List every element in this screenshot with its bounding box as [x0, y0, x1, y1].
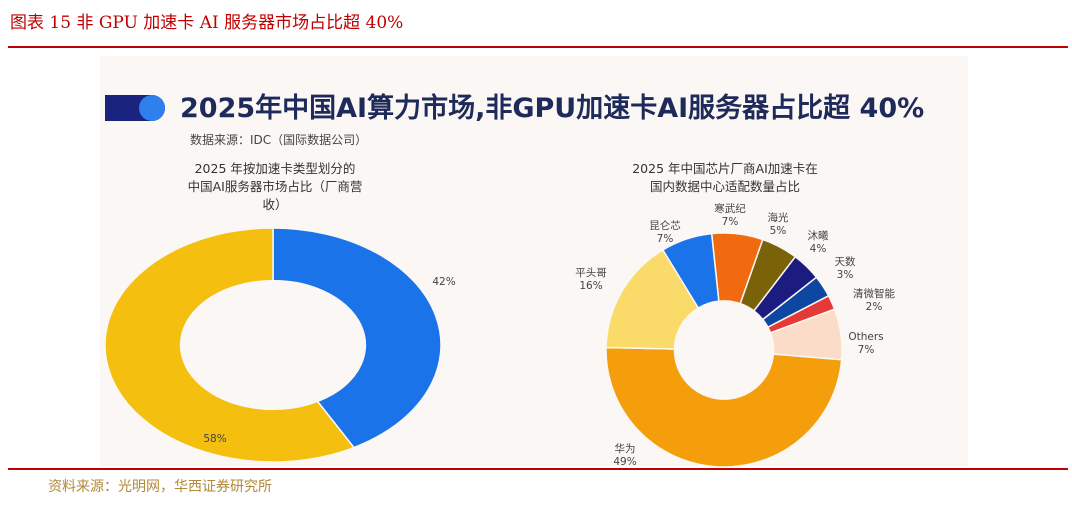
main-title: 2025年中国AI算力市场,非GPU加速卡AI服务器占比超 40%: [180, 93, 925, 124]
donut1-category-label-2: 沐曦: [808, 229, 829, 242]
donut1-value-label-7: 16%: [579, 280, 602, 292]
title-badge-icon: [105, 95, 165, 121]
donut1-value-label-6: 49%: [613, 456, 636, 468]
donut1-category-label-5: Others: [848, 331, 883, 343]
donut1-category-label-8: 昆仑芯: [649, 219, 681, 232]
donut1-category-label-4: 清微智能: [853, 287, 895, 300]
left-subtitle: 2025 年按加速卡类型划分的中国AI服务器市场占比（厂商营收）: [180, 160, 370, 214]
donut1-value-label-8: 7%: [657, 233, 674, 245]
right-subtitle-line2: 国内数据中心适配数量占比: [649, 179, 800, 194]
data-source: 数据来源：IDC（国际数据公司）: [190, 133, 368, 147]
footer-source: 资料来源：光明网，华西证券研究所: [48, 479, 272, 495]
donut1-slice-7: [605, 248, 700, 350]
bottom-rule: [8, 468, 1068, 470]
top-rule: [8, 46, 1068, 48]
right-subtitle-line1: 2025 年中国芯片厂商AI加速卡在: [632, 161, 818, 176]
donut1-category-label-7: 平头哥: [575, 267, 607, 279]
donut1-category-label-0: 寒武纪: [714, 202, 746, 215]
donut1-slice-8: [661, 232, 720, 309]
donut0-slice-0: [272, 227, 442, 449]
donut0-value-label-0: 42%: [432, 276, 455, 288]
right-subtitle: 2025 年中国芯片厂商AI加速卡在 国内数据中心适配数量占比: [600, 160, 850, 196]
donut1-category-label-3: 天数: [835, 255, 856, 268]
left-subtitle-line1: 2025 年按加速卡类型划分的: [194, 161, 356, 176]
donut1-value-label-5: 7%: [858, 344, 875, 356]
donut1-value-label-2: 4%: [810, 243, 827, 255]
left-subtitle-line2: 中国AI服务器市场占比（厂商营收）: [187, 179, 363, 212]
donut1-category-label-1: 海光: [768, 211, 789, 224]
donut1-value-label-3: 3%: [837, 269, 854, 281]
donut1-value-label-4: 2%: [866, 301, 883, 313]
donut1-value-label-0: 7%: [722, 216, 739, 228]
figure-title: 图表 15 非 GPU 加速卡 AI 服务器市场占比超 40%: [10, 13, 404, 33]
donut0-slice-1: [104, 227, 356, 463]
donut1-slice-6: [605, 346, 843, 468]
donut1-category-label-6: 华为: [615, 442, 636, 455]
donut0-value-label-1: 58%: [203, 433, 226, 445]
donut1-value-label-1: 5%: [770, 225, 787, 237]
